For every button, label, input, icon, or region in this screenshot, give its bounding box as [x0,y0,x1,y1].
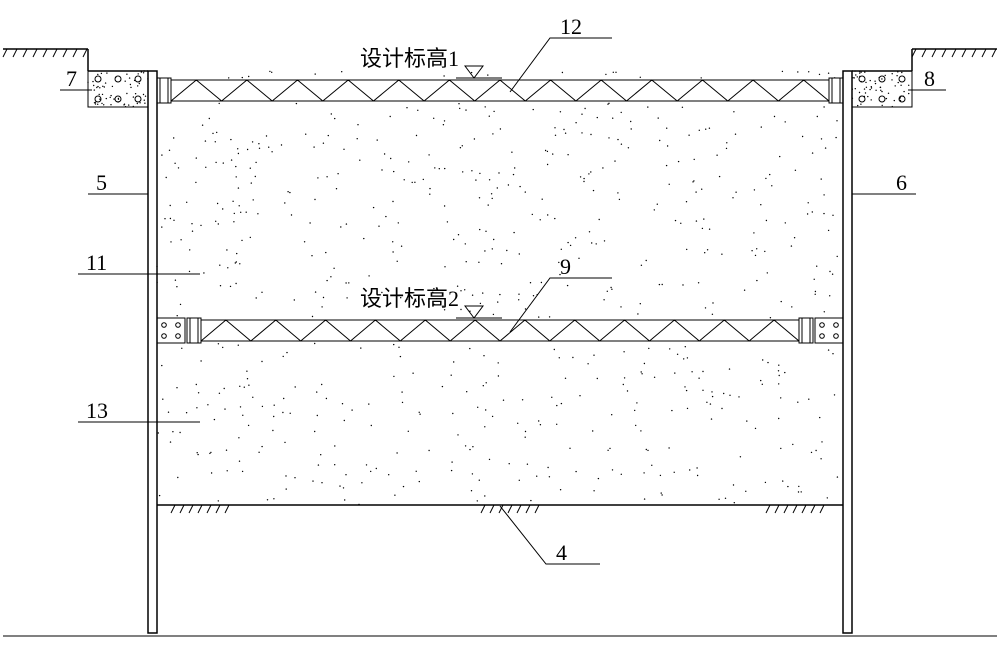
callout-n5: 5 [96,170,107,195]
callout-n12: 12 [560,14,582,39]
callout-n8: 8 [924,66,935,91]
callout-n11: 11 [86,250,107,275]
callout-n13: 13 [86,398,108,423]
label-design-elev-1: 设计标高1 [360,46,459,71]
callout-n6: 6 [896,170,907,195]
label-design-elev-2: 设计标高2 [360,286,459,311]
callout-n4: 4 [556,540,567,565]
callout-n7: 7 [66,66,77,91]
callout-n9: 9 [560,254,571,279]
